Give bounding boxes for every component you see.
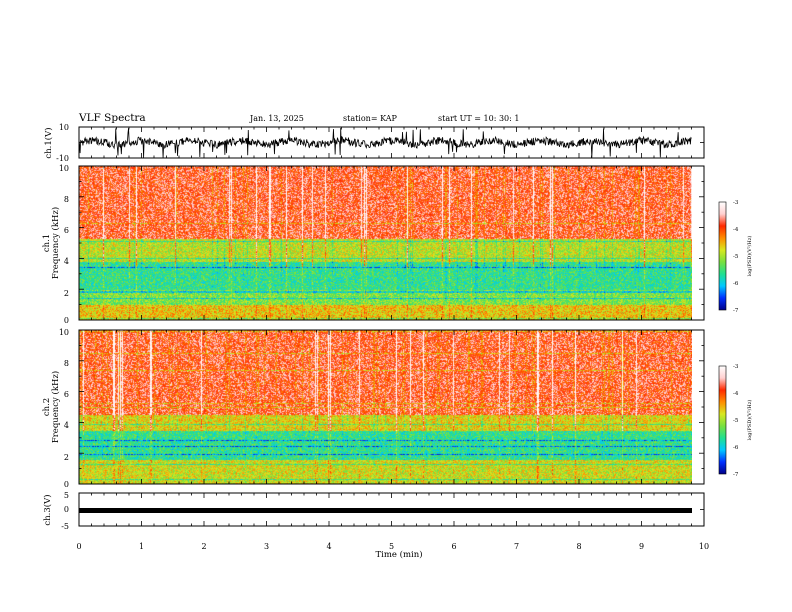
ch1-cb-tick-4: -4: [733, 227, 739, 233]
xtick-1: 1: [139, 542, 144, 551]
header-date: Jan. 13, 2025: [249, 114, 304, 123]
xtick-0: 0: [76, 542, 81, 551]
ch2-ytick-8: 8: [64, 359, 69, 368]
ch1-spectrogram-ylabel-2: Frequency (kHz): [50, 207, 61, 279]
ch1-ytick-8: 8: [64, 195, 69, 204]
ch1-cb-tick-3: -3: [733, 200, 739, 206]
ch1-ytick-6: 6: [64, 226, 69, 235]
ch1-ytick-4: 4: [64, 257, 69, 266]
ch1-spectrogram-image: [79, 166, 692, 320]
ch2-colorbar-frame: [718, 365, 727, 475]
xtick-7: 7: [514, 542, 519, 551]
ch1-ytick-2: 2: [64, 289, 69, 298]
xtick-6: 6: [451, 542, 456, 551]
xtick-3: 3: [264, 542, 269, 551]
ch1-ytick-10: 10: [59, 164, 69, 173]
ch2-ytick-0: 0: [64, 480, 69, 489]
ch2-cb-tick-6: -6: [733, 445, 739, 451]
ch1-cb-tick-6: -6: [733, 281, 739, 287]
ch2-cb-tick-3: -3: [733, 364, 739, 370]
ch1-spectrogram-panel: 0 2 4 6 8 10 ch.1 Frequency (kHz): [42, 164, 705, 325]
ch2-ytick-2: 2: [64, 453, 69, 462]
xtick-9: 9: [639, 542, 644, 551]
header-station: station= KAP: [343, 114, 398, 123]
x-axis: 0 1 2 3 4 5 6 7 8 9 10 Time (min): [76, 542, 709, 560]
ch1-ytick-bottom: -10: [56, 154, 69, 163]
xtick-2: 2: [201, 542, 206, 551]
ch3-ytick-5: 5: [64, 491, 69, 500]
ch2-ytick-4: 4: [64, 421, 69, 430]
ch1-colorbar: -3 -4 -5 -6 -7 log(PSD)(V²/Hz): [718, 200, 753, 314]
ch1-waveform-trace: [78, 127, 692, 159]
xtick-8: 8: [576, 542, 581, 551]
ch1-colorbar-gradient: [719, 202, 726, 310]
ch3-trace: [79, 508, 692, 513]
ch2-ytick-6: 6: [64, 390, 69, 399]
ch2-colorbar: -3 -4 -5 -6 -7 log(PSD)(V²/Hz): [718, 364, 753, 478]
ch3-ytick-0: 0: [64, 505, 69, 514]
ch2-ytick-10: 10: [59, 328, 69, 337]
ch1-ytick-top: 10: [59, 123, 69, 132]
ch2-colorbar-label: log(PSD)(V²/Hz): [746, 400, 753, 441]
header-start-time: start UT = 10: 30: 1: [438, 114, 519, 123]
ch1-waveform-ylabel: ch.1(V): [43, 127, 54, 158]
ch1-spectrogram-ylabel-1: ch.1: [42, 234, 52, 252]
ch2-spectrogram-image: [79, 330, 692, 484]
ch1-cb-tick-5: -5: [733, 254, 739, 260]
x-axis-label: Time (min): [375, 549, 422, 560]
xtick-10: 10: [699, 542, 709, 551]
xtick-5: 5: [389, 542, 394, 551]
ch2-cb-tick-7: -7: [733, 472, 739, 478]
ch3-ylabel: ch.3(V): [42, 494, 53, 525]
ch3-ytick-neg5: -5: [61, 522, 69, 531]
ch1-waveform-panel: 10 -10 ch.1(V): [43, 123, 705, 163]
ch2-spectrogram-ylabel-2: Frequency (kHz): [50, 371, 61, 443]
xtick-4: 4: [326, 542, 331, 551]
ch1-colorbar-frame: [718, 201, 727, 311]
ch2-cb-tick-4: -4: [733, 391, 739, 397]
figure-title: VLF Spectra: [78, 112, 146, 124]
ch1-cb-tick-7: -7: [733, 308, 739, 314]
ch1-ytick-0: 0: [64, 316, 69, 325]
ch2-colorbar-gradient: [719, 366, 726, 474]
ch2-spectrogram-panel: 0 2 4 6 8 10 ch.2 Frequency (kHz): [42, 328, 705, 489]
ch2-cb-tick-5: -5: [733, 418, 739, 424]
ch1-colorbar-label: log(PSD)(V²/Hz): [746, 236, 753, 277]
ch2-spectrogram-ylabel-1: ch.2: [42, 398, 52, 416]
axis-ticks: [78, 126, 705, 527]
